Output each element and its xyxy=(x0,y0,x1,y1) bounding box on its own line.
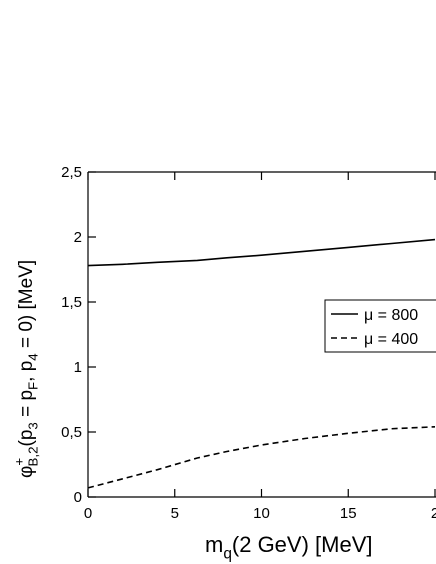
xlabel: mq(2 GeV) [MeV] xyxy=(205,532,372,563)
ylabel-part: 3 xyxy=(26,422,41,429)
y-tick-label: 1 xyxy=(74,359,82,376)
ylabel-part: F xyxy=(26,382,41,390)
ylabel-part: = p xyxy=(16,390,37,422)
x-tick-label: 10 xyxy=(253,505,270,522)
series-line xyxy=(87,426,436,489)
y-tick-label: 1,5 xyxy=(61,294,82,311)
x-tick-label: 2 xyxy=(431,505,436,522)
ylabel-part: 4 xyxy=(26,353,41,360)
xlabel-part: m xyxy=(205,532,223,557)
x-tick-label: 15 xyxy=(340,505,357,522)
ylabel-part: , p xyxy=(16,361,37,382)
legend-box xyxy=(324,299,436,353)
y-tick-label: 2 xyxy=(74,229,82,246)
xlabel-part: q xyxy=(223,546,232,563)
ylabel-part: (p xyxy=(16,430,37,447)
series-line xyxy=(87,238,436,267)
xlabel-part: (2 GeV) [MeV] xyxy=(232,532,373,557)
ylabel: φ+B,2(p3 = pF, p4 = 0) [MeV] xyxy=(11,260,40,478)
legend-label: μ = 400 xyxy=(364,331,418,348)
x-tick-label: 0 xyxy=(84,505,92,522)
ylabel-part: B,2 xyxy=(26,446,41,466)
ylabel-part: + xyxy=(11,458,26,466)
y-tick-label: 0,5 xyxy=(61,424,82,441)
x-tick-label: 5 xyxy=(171,505,179,522)
legend-label: μ = 800 xyxy=(364,307,418,324)
y-tick-label: 0 xyxy=(74,489,82,506)
ylabel-part: φ xyxy=(16,466,37,478)
ylabel-part: = 0) [MeV] xyxy=(16,260,37,353)
y-tick-label: 2,5 xyxy=(61,164,82,181)
